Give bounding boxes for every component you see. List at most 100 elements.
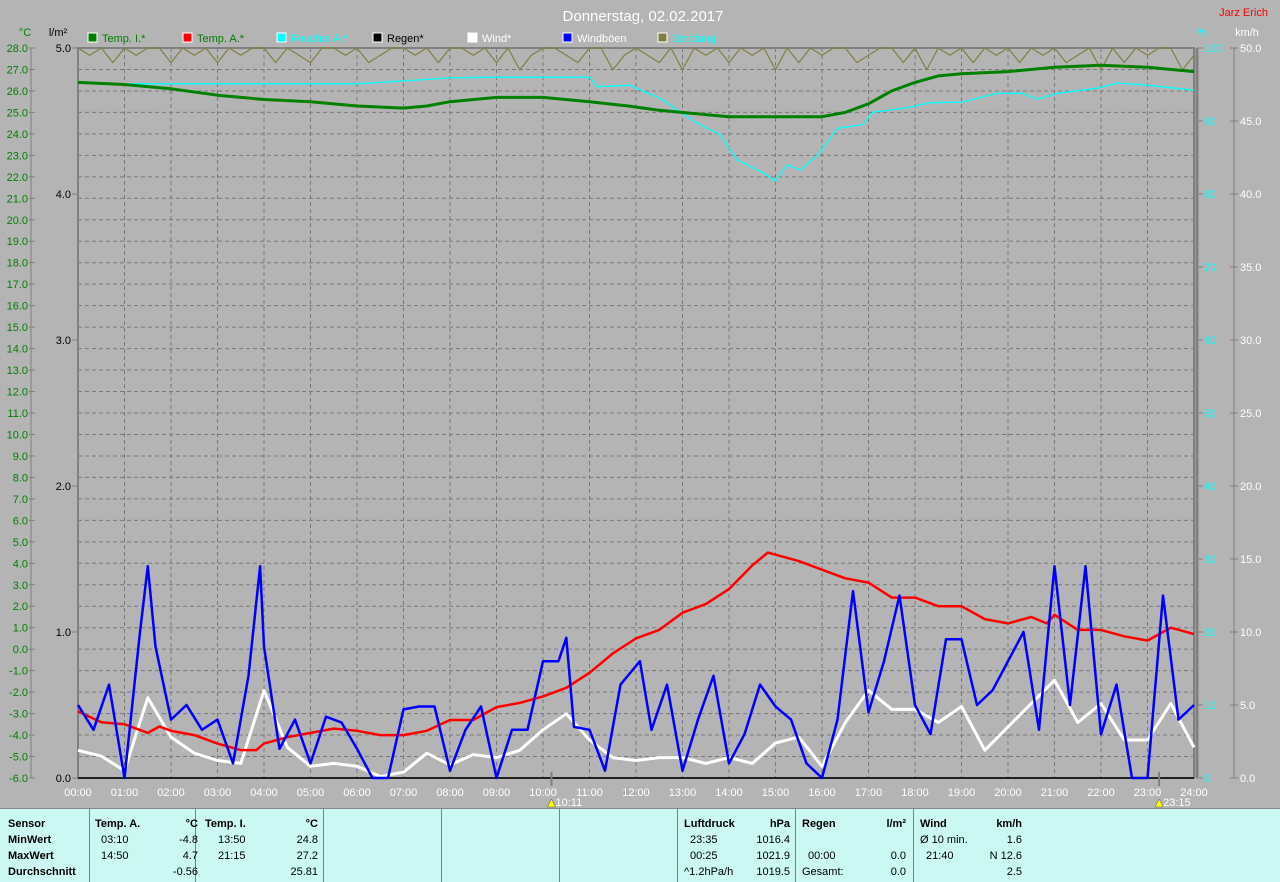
wind-unit: km/h xyxy=(996,818,1022,830)
rain-tick-label: 1.0 xyxy=(56,627,71,639)
temp-tick-label: 13.0 xyxy=(7,365,28,377)
temp-i-min-time: 13:50 xyxy=(218,834,246,846)
x-tick-label: 12:00 xyxy=(622,787,650,799)
statistics-panel: Sensor MinWert MaxWert Durchschnitt Temp… xyxy=(0,808,1280,882)
humidity-tick-label: 100 xyxy=(1204,43,1222,55)
x-tick-label: 01:00 xyxy=(111,787,139,799)
series-line-wind xyxy=(77,678,1196,778)
legend-swatch-0 xyxy=(87,32,98,43)
temp-tick-label: 16.0 xyxy=(7,301,28,313)
temp-a-max: 4.7 xyxy=(182,850,198,862)
temp-tick-label: 8.0 xyxy=(13,472,28,484)
temp-tick-label: 24.0 xyxy=(7,129,28,141)
x-tick-label: 09:00 xyxy=(483,787,511,799)
series-line-feuchte-a xyxy=(77,76,1195,182)
wind-tick-label: 25.0 xyxy=(1240,408,1261,420)
wind-max: N 12.6 xyxy=(989,850,1022,862)
x-tick-label: 04:00 xyxy=(250,787,278,799)
humidity-tick-label: 60 xyxy=(1204,335,1216,347)
legend-swatch-6 xyxy=(657,32,668,43)
temp-tick-label: 22.0 xyxy=(7,172,28,184)
temp-tick-label: 3.0 xyxy=(13,580,28,592)
wind-tick-label: 5.0 xyxy=(1240,700,1255,712)
humidity-tick-label: 50 xyxy=(1204,408,1216,420)
sunset-icon xyxy=(1154,798,1164,808)
legend-swatch-2 xyxy=(276,32,287,43)
x-tick-label: 14:00 xyxy=(715,787,743,799)
x-tick-label: 24:00 xyxy=(1180,787,1208,799)
legend-swatch-4 xyxy=(467,32,478,43)
legend-swatch-5 xyxy=(562,32,573,43)
weather-chart: Donnerstag, 02.02.2017 Jarz Erich Temp. I.… xyxy=(7,7,1268,808)
luftdruck-unit: hPa xyxy=(769,818,790,830)
temp-tick-label: -4.0 xyxy=(9,730,28,742)
rain-tick-label: 5.0 xyxy=(56,43,71,55)
luftdruck-header: Luftdruck xyxy=(684,818,735,830)
rain-tick-label: 3.0 xyxy=(56,335,71,347)
temp-tick-label: 12.0 xyxy=(7,387,28,399)
regen-unit: l/m² xyxy=(886,818,906,830)
wind-tick-label: 30.0 xyxy=(1240,335,1261,347)
wind-tick-label: 10.0 xyxy=(1240,627,1261,639)
regen-header: Regen xyxy=(802,818,836,830)
temp-tick-label: -3.0 xyxy=(9,709,28,721)
x-tick-label: 18:00 xyxy=(901,787,929,799)
legend-swatch-3 xyxy=(372,32,383,43)
series-line-temp-a xyxy=(77,551,1195,752)
temp-i-min: 24.8 xyxy=(296,834,318,846)
wind-tick-label: 45.0 xyxy=(1240,116,1261,128)
temp-a-avg: -0.56 xyxy=(172,866,198,878)
legend-label-5: Windböen xyxy=(577,33,627,45)
legend-label-1: Temp. A.* xyxy=(197,33,245,45)
durchschnitt-label: Durchschnitt xyxy=(8,866,76,878)
legend-label-2: Feuchte A.* xyxy=(291,33,349,45)
humidity-tick-label: 70 xyxy=(1204,262,1216,274)
temp-tick-label: 6.0 xyxy=(13,515,28,527)
x-tick-label: 06:00 xyxy=(343,787,371,799)
regen-total-label: Gesamt: xyxy=(802,866,844,878)
luftdruck-max-time: 00:25 xyxy=(690,850,718,862)
rain-tick-label: 0.0 xyxy=(56,773,71,785)
temp-tick-label: 7.0 xyxy=(13,494,28,506)
temp-tick-label: 9.0 xyxy=(13,451,28,463)
temp-a-header: Temp. A. xyxy=(95,818,141,830)
wind-tick-label: 0.0 xyxy=(1240,773,1255,785)
temp-a-min-time: 03:10 xyxy=(101,834,129,846)
regen-max: 0.0 xyxy=(890,850,906,862)
temp-tick-label: 20.0 xyxy=(7,215,28,227)
temp-tick-label: 25.0 xyxy=(7,107,28,119)
temp-tick-label: 0.0 xyxy=(13,644,28,656)
regen-total: 0.0 xyxy=(890,866,906,878)
wind-tick-label: 35.0 xyxy=(1240,262,1261,274)
x-tick-label: 11:00 xyxy=(576,787,603,799)
temp-tick-label: 21.0 xyxy=(7,193,28,205)
temp-tick-label: 15.0 xyxy=(7,322,28,334)
temp-tick-label: 17.0 xyxy=(7,279,28,291)
series-line-temp-i xyxy=(77,63,1195,119)
marker-label: 23:15 xyxy=(1163,797,1191,808)
x-tick-label: 19:00 xyxy=(948,787,976,799)
temp-tick-label: 10.0 xyxy=(7,429,28,441)
legend-swatch-1 xyxy=(182,32,193,43)
temp-a-unit: °C xyxy=(185,818,198,830)
wind-tick-label: 50.0 xyxy=(1240,43,1261,55)
luftdruck-max: 1021.9 xyxy=(756,850,790,862)
temp-tick-label: -5.0 xyxy=(9,752,28,764)
minwert-label: MinWert xyxy=(8,834,52,846)
humidity-tick-label: 0 xyxy=(1204,773,1210,785)
legend-label-6: Empfang xyxy=(672,33,716,45)
humidity-tick-label: 30 xyxy=(1204,554,1216,566)
temp-tick-label: 26.0 xyxy=(7,86,28,98)
x-tick-label: 08:00 xyxy=(436,787,464,799)
x-tick-label: 21:00 xyxy=(1041,787,1069,799)
luftdruck-min: 1016.4 xyxy=(756,834,790,846)
humidity-tick-label: 90 xyxy=(1204,116,1216,128)
wind-max-time: 21:40 xyxy=(926,850,954,862)
wind-header: Wind xyxy=(920,818,947,830)
rain-axis-unit: l/m² xyxy=(49,27,68,39)
temp-tick-label: -6.0 xyxy=(9,773,28,785)
legend-label-3: Regen* xyxy=(387,33,424,45)
temp-tick-label: 28.0 xyxy=(7,43,28,55)
x-tick-label: 05:00 xyxy=(297,787,325,799)
temp-tick-label: 27.0 xyxy=(7,64,28,76)
